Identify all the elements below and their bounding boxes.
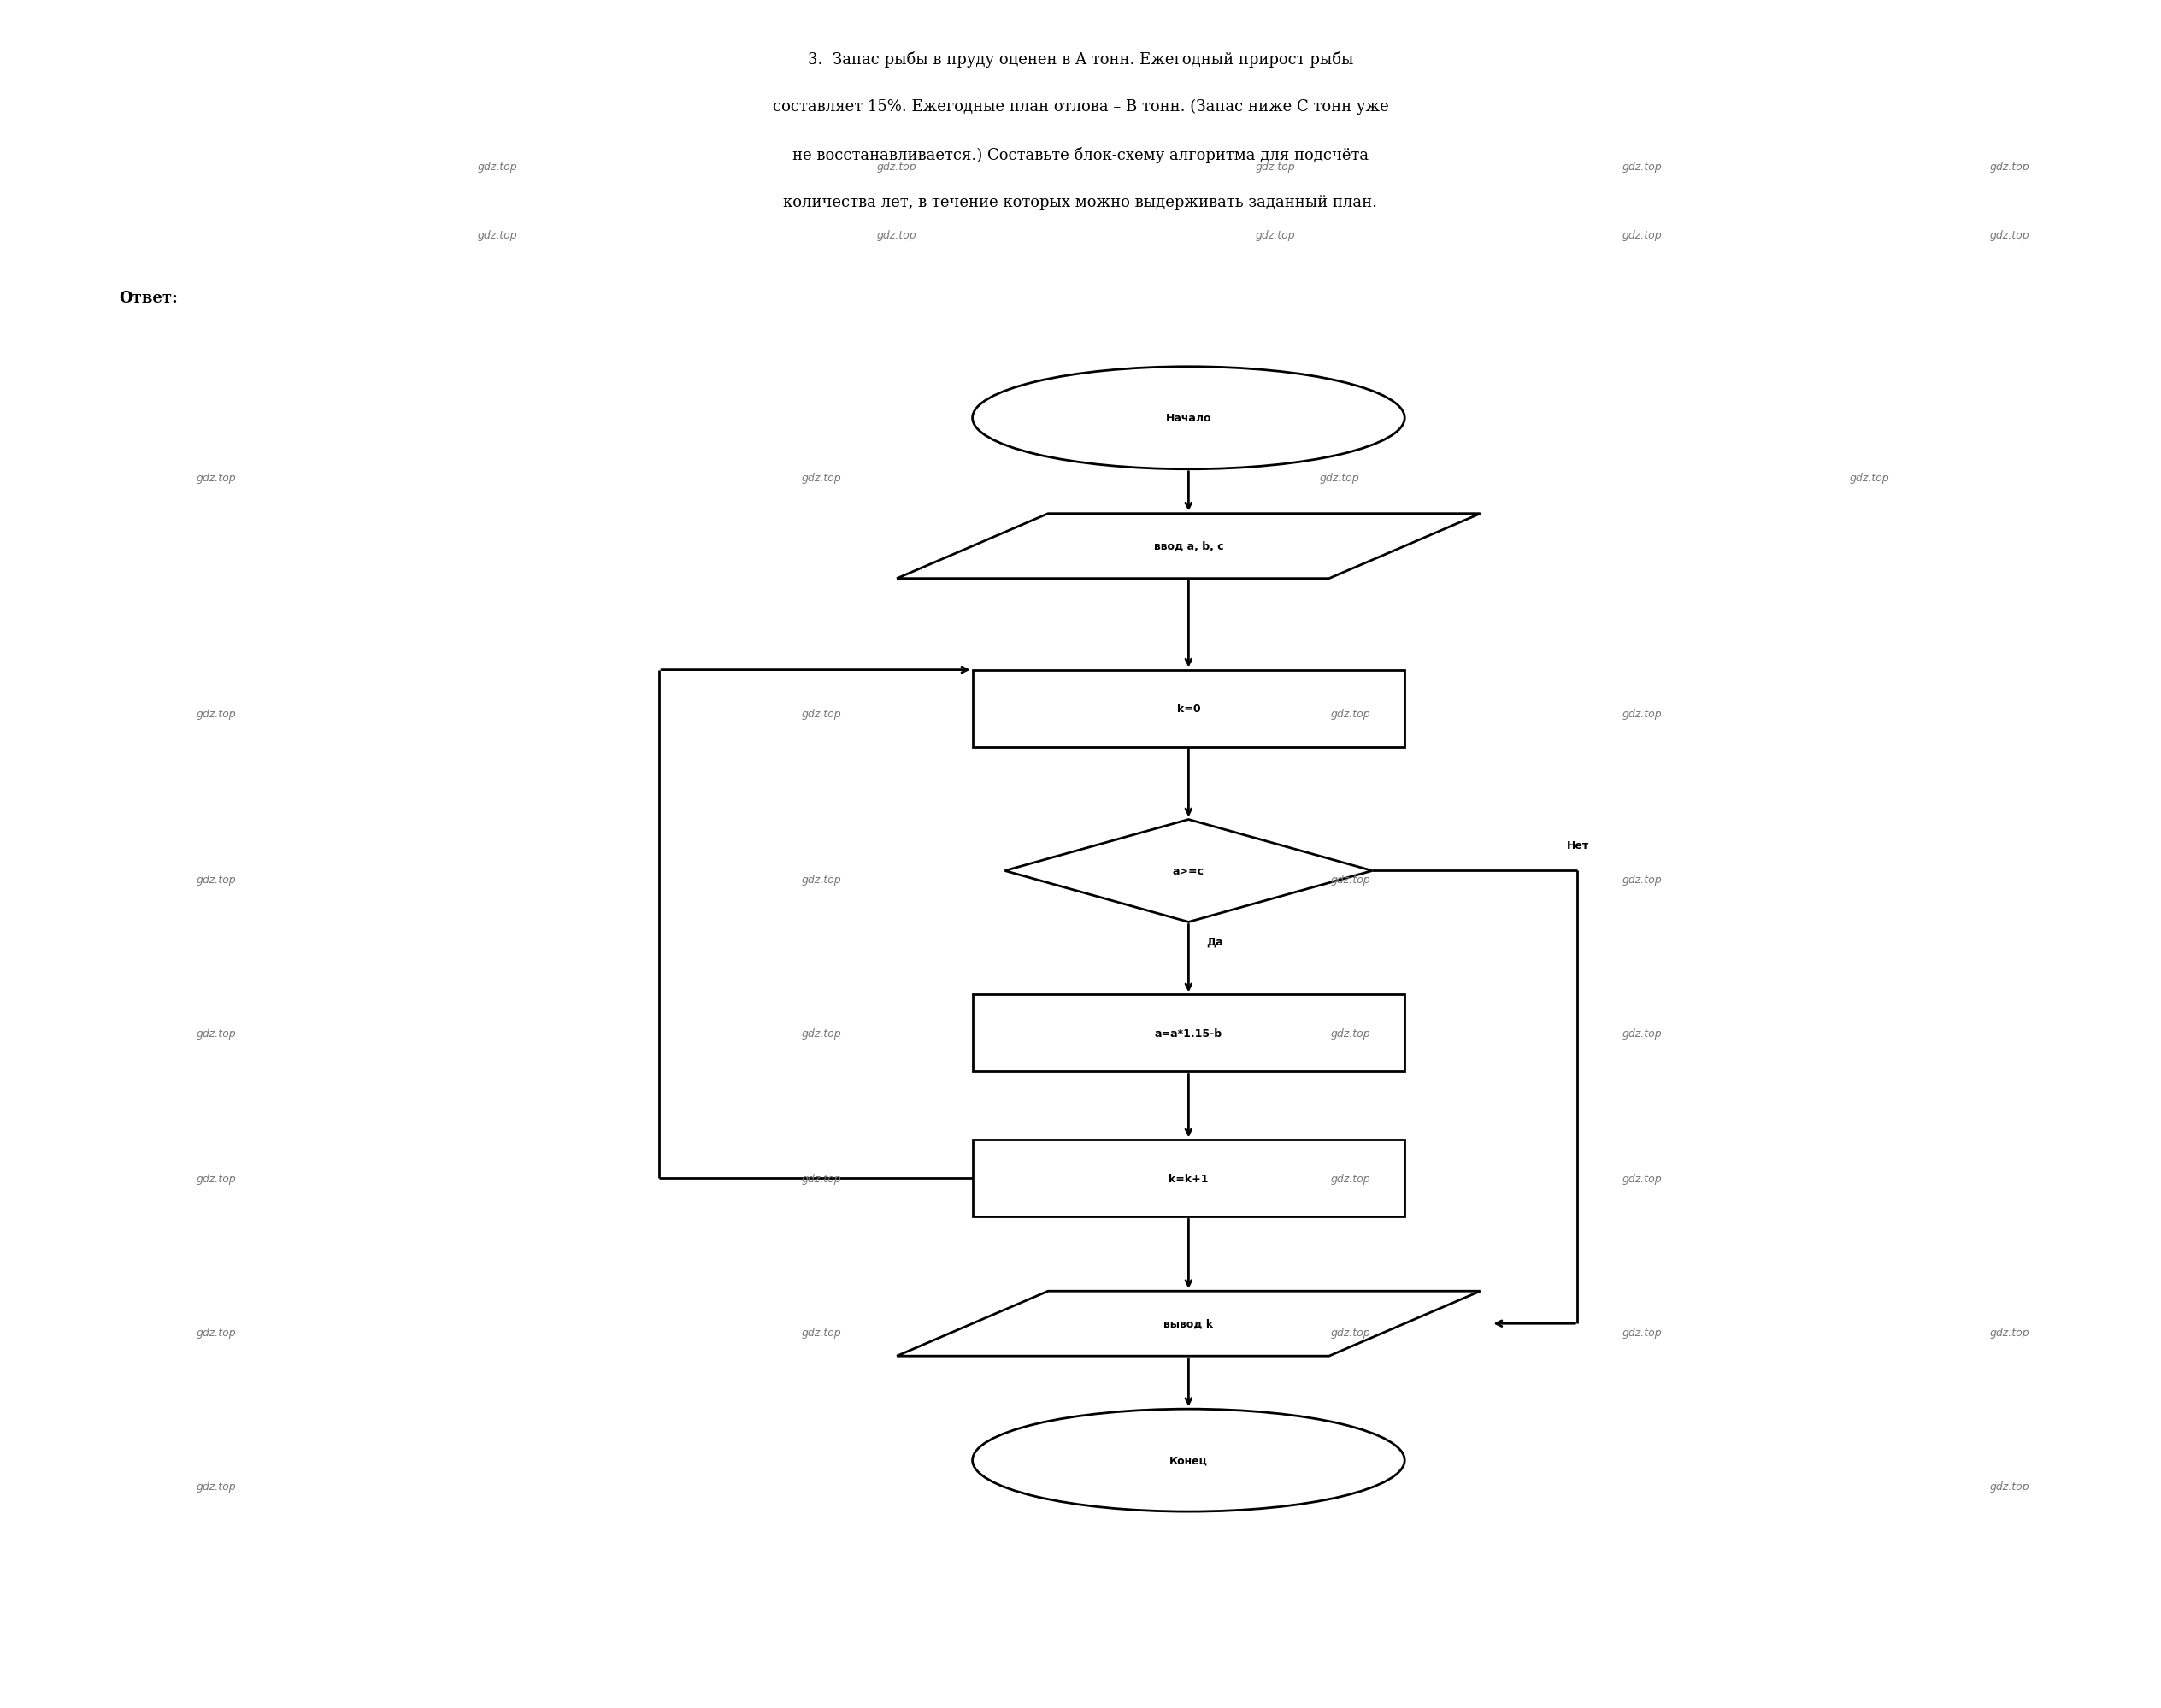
Text: gdz.top: gdz.top — [802, 874, 841, 885]
Text: gdz.top: gdz.top — [1331, 874, 1370, 885]
Text: вывод k: вывод k — [1165, 1319, 1212, 1329]
Text: gdz.top: gdz.top — [802, 1028, 841, 1038]
Text: gdz.top: gdz.top — [1623, 1028, 1662, 1038]
Text: a>=c: a>=c — [1173, 866, 1204, 876]
Text: gdz.top: gdz.top — [197, 1327, 236, 1337]
Text: gdz.top: gdz.top — [877, 162, 916, 173]
Text: gdz.top: gdz.top — [1990, 1481, 2029, 1491]
Text: gdz.top: gdz.top — [1990, 231, 2029, 241]
Text: k=0: k=0 — [1178, 704, 1199, 714]
Text: gdz.top: gdz.top — [197, 874, 236, 885]
Text: gdz.top: gdz.top — [1331, 1173, 1370, 1184]
Text: gdz.top: gdz.top — [1256, 162, 1294, 173]
Text: gdz.top: gdz.top — [197, 1028, 236, 1038]
Bar — [972, 1141, 1405, 1216]
Text: gdz.top: gdz.top — [1623, 874, 1662, 885]
Text: количества лет, в течение которых можно выдерживать заданный план.: количества лет, в течение которых можно … — [784, 195, 1377, 210]
Text: ввод a, b, c: ввод a, b, c — [1154, 541, 1223, 552]
Text: составляет 15%. Ежегодные план отлова – B тонн. (Запас ниже C тонн уже: составляет 15%. Ежегодные план отлова – … — [771, 99, 1390, 114]
Text: Конец: Конец — [1169, 1455, 1208, 1465]
Text: не восстанавливается.) Составьте блок-схему алгоритма для подсчёта: не восстанавливается.) Составьте блок-сх… — [793, 147, 1368, 164]
Text: gdz.top: gdz.top — [877, 231, 916, 241]
Text: gdz.top: gdz.top — [478, 162, 516, 173]
Text: gdz.top: gdz.top — [197, 1173, 236, 1184]
Bar — [972, 670, 1405, 746]
Text: gdz.top: gdz.top — [1331, 1327, 1370, 1337]
Text: gdz.top: gdz.top — [802, 473, 841, 483]
Text: Ответ:: Ответ: — [119, 290, 177, 306]
Text: gdz.top: gdz.top — [802, 709, 841, 719]
Text: gdz.top: gdz.top — [197, 473, 236, 483]
Text: Да: Да — [1206, 936, 1223, 948]
Text: gdz.top: gdz.top — [1623, 231, 1662, 241]
Text: gdz.top: gdz.top — [1623, 1173, 1662, 1184]
Text: gdz.top: gdz.top — [478, 231, 516, 241]
Text: gdz.top: gdz.top — [1331, 1028, 1370, 1038]
Text: gdz.top: gdz.top — [1320, 473, 1359, 483]
Text: gdz.top: gdz.top — [1623, 1327, 1662, 1337]
Bar — [972, 994, 1405, 1073]
Text: gdz.top: gdz.top — [1990, 162, 2029, 173]
Text: gdz.top: gdz.top — [197, 709, 236, 719]
Text: gdz.top: gdz.top — [1850, 473, 1889, 483]
Text: k=k+1: k=k+1 — [1169, 1173, 1208, 1184]
Text: a=a*1.15-b: a=a*1.15-b — [1154, 1028, 1223, 1038]
Text: Начало: Начало — [1165, 413, 1212, 424]
Text: 3.  Запас рыбы в пруду оценен в A тонн. Ежегодный прирост рыбы: 3. Запас рыбы в пруду оценен в A тонн. Е… — [808, 51, 1353, 68]
Text: Нет: Нет — [1567, 839, 1588, 851]
Text: gdz.top: gdz.top — [1623, 162, 1662, 173]
Text: gdz.top: gdz.top — [1623, 709, 1662, 719]
Text: gdz.top: gdz.top — [1990, 1327, 2029, 1337]
Text: gdz.top: gdz.top — [802, 1327, 841, 1337]
Text: gdz.top: gdz.top — [197, 1481, 236, 1491]
Text: gdz.top: gdz.top — [1331, 709, 1370, 719]
Text: gdz.top: gdz.top — [1256, 231, 1294, 241]
Text: gdz.top: gdz.top — [802, 1173, 841, 1184]
